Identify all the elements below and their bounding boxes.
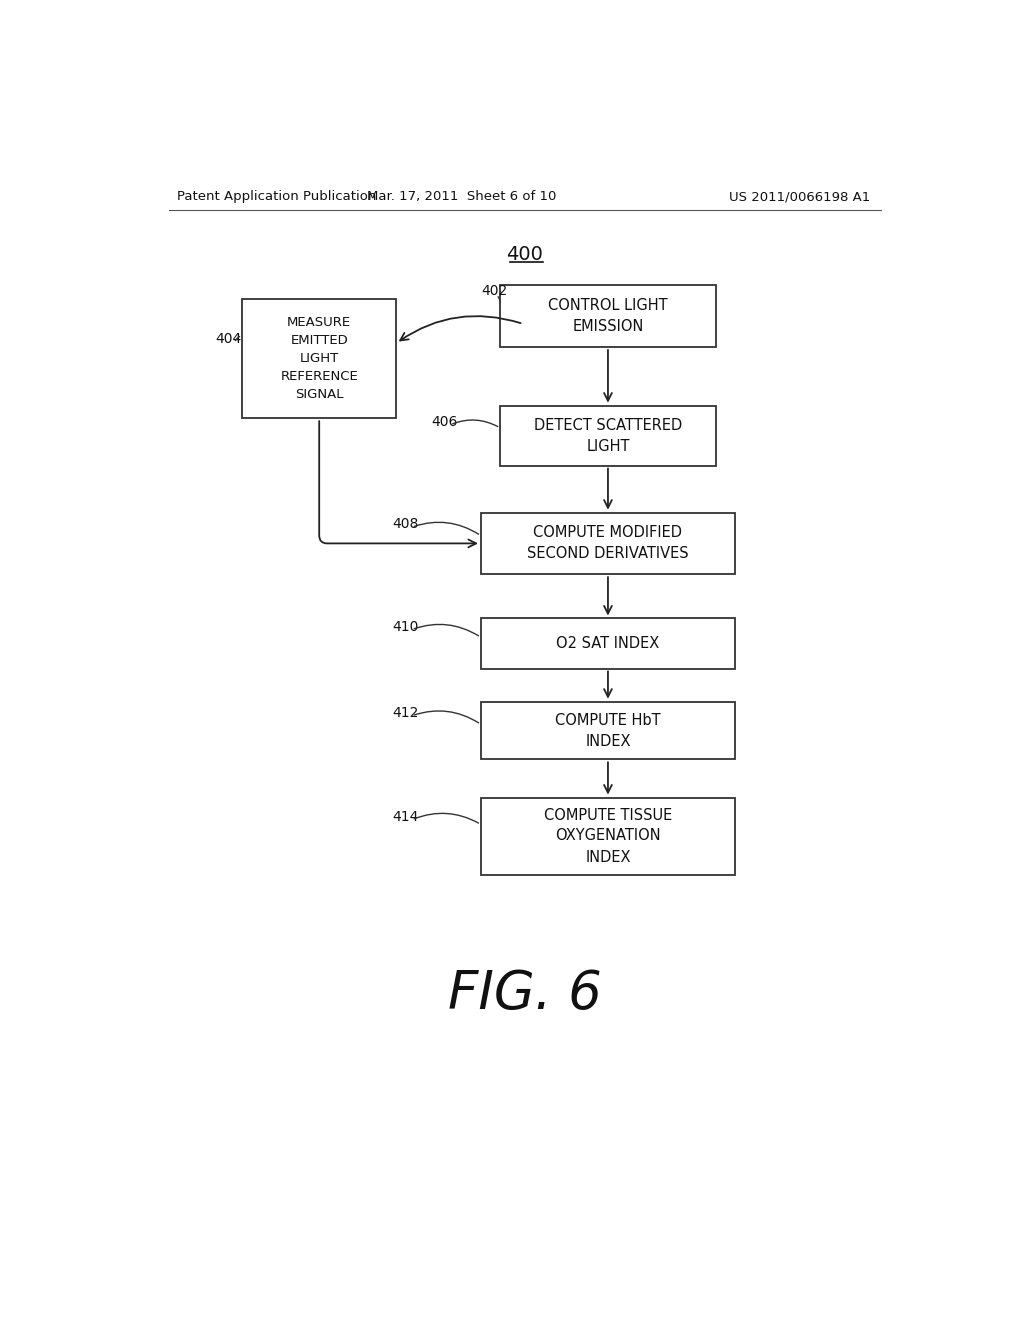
- Text: 412: 412: [392, 706, 419, 719]
- Text: 410: 410: [392, 619, 419, 634]
- FancyBboxPatch shape: [481, 619, 735, 668]
- FancyBboxPatch shape: [243, 298, 396, 418]
- Text: 414: 414: [392, 809, 419, 824]
- Text: DETECT SCATTERED
LIGHT: DETECT SCATTERED LIGHT: [534, 417, 682, 454]
- Text: COMPUTE TISSUE
OXYGENATION
INDEX: COMPUTE TISSUE OXYGENATION INDEX: [544, 808, 672, 865]
- Text: US 2011/0066198 A1: US 2011/0066198 A1: [728, 190, 869, 203]
- Text: COMPUTE MODIFIED
SECOND DERIVATIVES: COMPUTE MODIFIED SECOND DERIVATIVES: [527, 525, 689, 561]
- Text: Mar. 17, 2011  Sheet 6 of 10: Mar. 17, 2011 Sheet 6 of 10: [367, 190, 556, 203]
- FancyBboxPatch shape: [481, 797, 735, 875]
- Text: Patent Application Publication: Patent Application Publication: [177, 190, 376, 203]
- FancyBboxPatch shape: [481, 512, 735, 574]
- FancyBboxPatch shape: [481, 702, 735, 759]
- Text: FIG. 6: FIG. 6: [447, 968, 602, 1020]
- FancyBboxPatch shape: [500, 405, 716, 466]
- Text: 400: 400: [506, 246, 544, 264]
- Text: 408: 408: [392, 517, 419, 531]
- Text: CONTROL LIGHT
EMISSION: CONTROL LIGHT EMISSION: [548, 298, 668, 334]
- Text: COMPUTE HbT
INDEX: COMPUTE HbT INDEX: [555, 713, 660, 748]
- Text: 402: 402: [481, 284, 507, 298]
- Text: 406: 406: [431, 414, 458, 429]
- FancyBboxPatch shape: [500, 285, 716, 347]
- Text: 404: 404: [215, 333, 242, 346]
- Text: O2 SAT INDEX: O2 SAT INDEX: [556, 636, 659, 651]
- Text: MEASURE
EMITTED
LIGHT
REFERENCE
SIGNAL: MEASURE EMITTED LIGHT REFERENCE SIGNAL: [281, 315, 358, 401]
